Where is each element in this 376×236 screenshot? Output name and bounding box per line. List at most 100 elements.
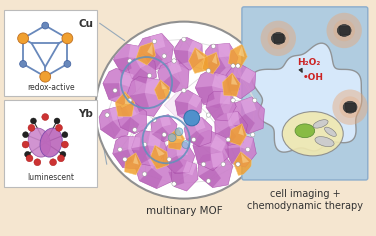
Polygon shape <box>110 106 123 121</box>
Polygon shape <box>206 91 236 121</box>
Circle shape <box>127 98 132 102</box>
Circle shape <box>184 110 200 126</box>
Circle shape <box>28 124 35 131</box>
Polygon shape <box>117 102 147 134</box>
Polygon shape <box>164 85 203 125</box>
Circle shape <box>20 60 27 67</box>
Circle shape <box>191 138 196 142</box>
Circle shape <box>221 162 225 166</box>
Polygon shape <box>113 149 133 168</box>
Polygon shape <box>155 147 165 156</box>
Polygon shape <box>168 172 184 186</box>
Polygon shape <box>136 42 156 65</box>
Polygon shape <box>238 45 244 57</box>
Circle shape <box>62 132 68 138</box>
Circle shape <box>250 133 255 137</box>
Polygon shape <box>148 132 162 147</box>
Polygon shape <box>164 156 183 174</box>
Circle shape <box>332 89 368 125</box>
Polygon shape <box>231 74 238 85</box>
Circle shape <box>339 96 361 118</box>
Circle shape <box>152 118 156 122</box>
Circle shape <box>60 152 66 157</box>
Polygon shape <box>150 145 169 169</box>
Circle shape <box>326 13 362 48</box>
Circle shape <box>64 60 71 67</box>
Polygon shape <box>238 125 244 136</box>
Circle shape <box>168 134 176 142</box>
Text: chemodynamic therapy: chemodynamic therapy <box>247 201 363 211</box>
Polygon shape <box>220 92 231 104</box>
Polygon shape <box>195 86 215 104</box>
Polygon shape <box>145 78 160 95</box>
Polygon shape <box>241 97 256 114</box>
Polygon shape <box>215 126 237 145</box>
Circle shape <box>42 114 49 120</box>
Text: redox-active: redox-active <box>27 83 74 92</box>
Polygon shape <box>212 73 227 89</box>
Circle shape <box>162 54 167 58</box>
Circle shape <box>58 155 64 162</box>
Polygon shape <box>174 50 188 65</box>
Polygon shape <box>195 71 230 108</box>
Circle shape <box>30 118 36 124</box>
Polygon shape <box>223 73 240 96</box>
Ellipse shape <box>28 128 50 157</box>
Polygon shape <box>224 147 242 164</box>
Circle shape <box>54 118 60 124</box>
Circle shape <box>113 88 117 93</box>
Polygon shape <box>212 53 217 64</box>
Polygon shape <box>152 127 169 142</box>
Polygon shape <box>127 76 166 116</box>
Polygon shape <box>240 67 256 84</box>
Polygon shape <box>114 57 132 74</box>
Circle shape <box>105 113 109 117</box>
Polygon shape <box>103 68 136 105</box>
Polygon shape <box>230 97 264 134</box>
Polygon shape <box>115 91 135 116</box>
Polygon shape <box>161 81 167 89</box>
Circle shape <box>172 59 176 63</box>
Polygon shape <box>139 168 162 189</box>
Circle shape <box>143 172 147 176</box>
Text: •OH: •OH <box>303 73 324 82</box>
Ellipse shape <box>324 127 336 136</box>
Circle shape <box>50 159 56 166</box>
Circle shape <box>23 132 29 138</box>
Polygon shape <box>339 26 350 35</box>
Polygon shape <box>126 102 139 117</box>
Polygon shape <box>184 117 212 147</box>
Polygon shape <box>198 152 233 188</box>
Polygon shape <box>160 114 171 127</box>
Ellipse shape <box>343 101 357 113</box>
FancyBboxPatch shape <box>242 7 368 180</box>
Polygon shape <box>188 93 202 108</box>
Ellipse shape <box>295 124 315 138</box>
Polygon shape <box>193 145 211 164</box>
Circle shape <box>206 179 211 183</box>
Polygon shape <box>119 71 134 87</box>
Polygon shape <box>128 136 140 150</box>
Polygon shape <box>241 153 249 163</box>
Polygon shape <box>205 43 238 76</box>
Polygon shape <box>227 111 240 126</box>
Circle shape <box>267 28 289 49</box>
Circle shape <box>18 33 29 44</box>
Polygon shape <box>176 129 182 139</box>
Polygon shape <box>160 75 180 93</box>
Ellipse shape <box>313 120 328 128</box>
Circle shape <box>246 147 250 152</box>
Polygon shape <box>211 134 228 152</box>
Polygon shape <box>140 50 163 70</box>
Polygon shape <box>124 153 141 175</box>
Circle shape <box>182 141 190 148</box>
Polygon shape <box>121 117 139 134</box>
Circle shape <box>24 152 30 157</box>
Circle shape <box>182 88 186 93</box>
Circle shape <box>61 141 68 148</box>
FancyBboxPatch shape <box>4 10 97 96</box>
Polygon shape <box>193 130 228 171</box>
Polygon shape <box>215 111 248 145</box>
Circle shape <box>152 39 156 43</box>
Polygon shape <box>147 43 153 55</box>
